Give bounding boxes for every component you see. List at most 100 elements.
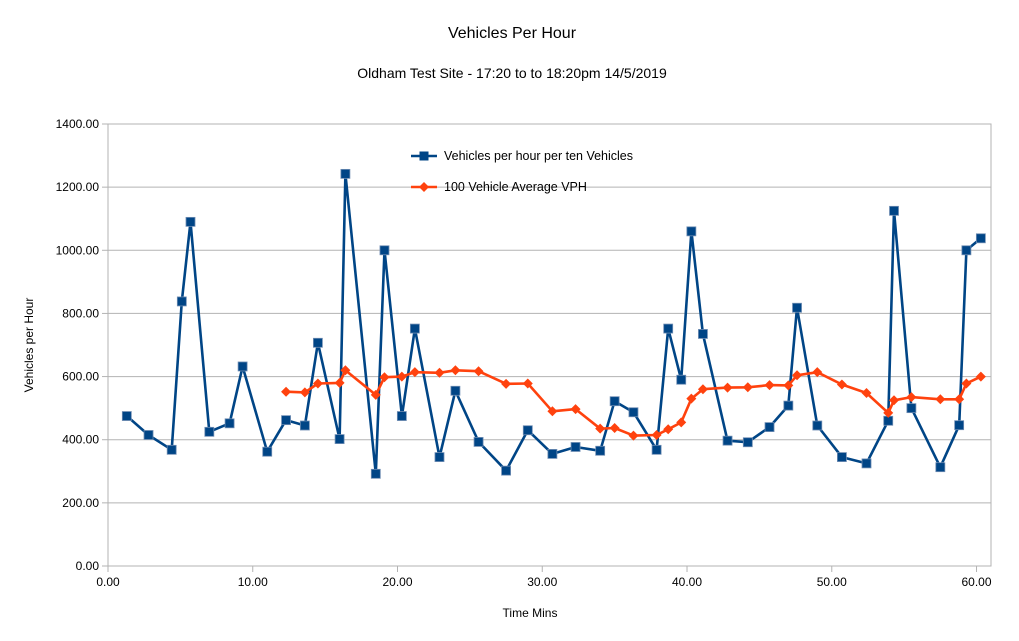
data-point	[522, 425, 533, 436]
data-point	[783, 400, 794, 411]
series-layer	[121, 168, 986, 479]
data-point	[686, 393, 697, 404]
data-point	[522, 378, 533, 389]
data-point	[262, 446, 273, 457]
data-point	[570, 442, 581, 452]
data-point	[935, 394, 946, 405]
data-point	[861, 387, 872, 398]
data-point	[883, 407, 894, 418]
x-tick-label: 60.00	[962, 575, 992, 589]
data-point	[312, 378, 323, 389]
data-point	[764, 422, 775, 432]
data-point	[434, 367, 445, 378]
data-point	[166, 444, 177, 455]
series-line	[125, 172, 982, 476]
data-point	[698, 329, 708, 339]
data-point	[906, 403, 917, 414]
data-point	[861, 458, 872, 469]
data-point	[370, 389, 381, 400]
data-point	[176, 296, 187, 307]
y-tick-label: 1000.00	[56, 243, 100, 257]
data-point	[334, 377, 345, 388]
data-point	[595, 445, 606, 456]
y-tick-label: 1400.00	[56, 117, 100, 131]
data-point	[370, 468, 381, 479]
chart-subtitle: Oldham Test Site - 17:20 to to 18:20pm 1…	[357, 65, 667, 81]
data-point	[409, 323, 420, 334]
y-tick-label: 800.00	[62, 306, 99, 320]
data-point	[501, 465, 511, 476]
data-point	[595, 423, 606, 434]
legend-entry-vehicles-per-ten: Vehicles per hour per ten Vehicles	[411, 149, 633, 163]
data-point	[473, 437, 484, 447]
data-point	[334, 434, 345, 444]
data-point	[501, 378, 512, 389]
data-point	[954, 394, 965, 405]
data-point	[434, 452, 445, 462]
data-point	[237, 361, 248, 372]
y-tick-label: 0.00	[76, 559, 100, 573]
data-point	[628, 430, 639, 441]
data-point	[889, 205, 899, 216]
data-point	[837, 452, 847, 462]
data-point	[954, 420, 965, 431]
data-point	[783, 380, 794, 391]
series-vehicles-per-ten	[121, 168, 986, 479]
data-point	[651, 429, 662, 440]
data-point	[676, 374, 687, 385]
chart-title: Vehicles Per Hour	[448, 25, 577, 42]
data-point	[312, 337, 323, 348]
y-tick-label: 400.00	[62, 433, 99, 447]
data-point	[121, 411, 132, 421]
data-point	[281, 386, 292, 397]
y-axis-label: Vehicles per Hour	[22, 298, 36, 393]
legend: Vehicles per hour per ten Vehicles 100 V…	[411, 149, 633, 194]
y-tick-label: 1200.00	[56, 180, 100, 194]
y-tick-label: 600.00	[62, 370, 99, 384]
data-point	[906, 392, 917, 403]
data-point	[340, 168, 351, 179]
x-tick-label: 0.00	[96, 575, 120, 589]
data-point	[722, 435, 733, 446]
data-point	[792, 302, 802, 313]
legend-marker-square	[419, 151, 429, 161]
data-point	[961, 378, 972, 389]
data-point	[812, 367, 823, 378]
data-point	[143, 430, 154, 440]
data-point	[547, 449, 558, 459]
y-tick-label: 200.00	[62, 496, 99, 510]
data-point	[742, 382, 753, 393]
data-point	[570, 404, 581, 415]
plot-area-border	[107, 123, 992, 567]
data-point	[663, 424, 674, 435]
data-point	[975, 371, 986, 382]
data-point	[281, 415, 291, 426]
data-point	[764, 380, 775, 391]
data-point	[836, 379, 847, 390]
data-point	[935, 462, 946, 473]
data-point	[889, 395, 900, 406]
data-point	[961, 245, 972, 256]
x-tick-label: 10.00	[238, 575, 268, 589]
data-point	[812, 420, 823, 431]
data-point	[379, 245, 390, 256]
data-point	[340, 365, 351, 376]
data-point	[450, 385, 461, 396]
x-tick-label: 30.00	[527, 575, 557, 589]
data-point	[975, 233, 986, 244]
data-point	[224, 418, 235, 429]
data-point	[473, 366, 484, 377]
data-point	[628, 407, 639, 418]
legend-label-average: 100 Vehicle Average VPH	[444, 180, 587, 194]
data-point	[742, 437, 753, 448]
data-point	[379, 372, 390, 383]
data-point	[547, 406, 558, 417]
x-axis: 0.00 10.00 20.00 30.00 40.00 50.00 60.00	[96, 566, 992, 589]
data-point	[609, 396, 620, 407]
data-point	[722, 382, 733, 393]
series-average	[281, 365, 986, 441]
data-point	[686, 226, 697, 237]
legend-marker-diamond	[419, 182, 429, 192]
data-point	[396, 411, 407, 421]
legend-label-vehicles-per-ten: Vehicles per hour per ten Vehicles	[444, 149, 633, 163]
